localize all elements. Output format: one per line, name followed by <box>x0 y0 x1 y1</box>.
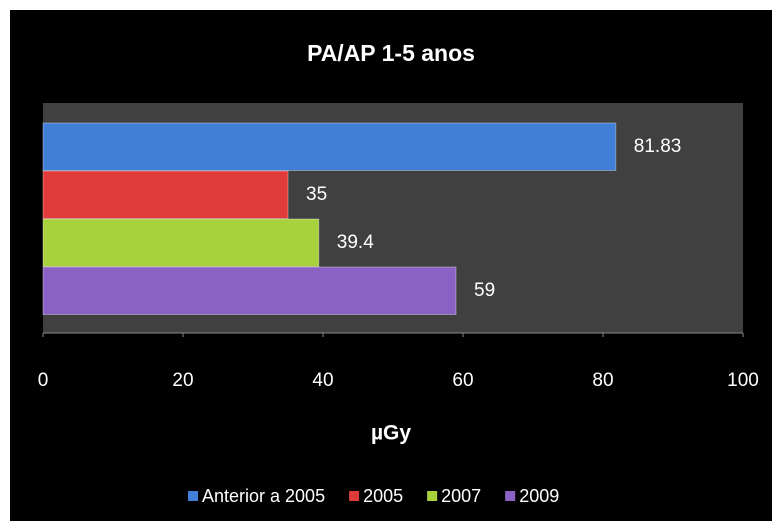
legend-label: 2007 <box>441 486 481 506</box>
value-label: 39.4 <box>337 232 374 253</box>
bar <box>42 170 289 219</box>
x-tick-label: 20 <box>172 370 193 391</box>
legend-swatch <box>188 491 198 501</box>
legend-swatch <box>427 491 438 501</box>
value-label: 59 <box>474 280 495 301</box>
legend-label: 2005 <box>363 486 403 506</box>
chart-title: PA/AP 1-5 anos <box>307 40 475 66</box>
legend-label: Anterior a 2005 <box>202 486 325 506</box>
legend-swatch <box>505 491 516 501</box>
value-label: 81.83 <box>634 136 682 157</box>
x-tick-label: 40 <box>312 370 333 391</box>
bar <box>42 122 617 171</box>
x-tick-label: 0 <box>38 370 49 391</box>
x-tick-label: 100 <box>727 370 759 391</box>
x-tick-label: 80 <box>592 370 613 391</box>
legend-swatch <box>349 491 360 501</box>
bar <box>42 266 457 315</box>
x-axis-title: µGy <box>371 422 411 445</box>
x-tick-label: 60 <box>452 370 473 391</box>
bar <box>42 218 320 267</box>
value-label: 35 <box>306 184 327 205</box>
legend-label: 2009 <box>519 486 559 506</box>
